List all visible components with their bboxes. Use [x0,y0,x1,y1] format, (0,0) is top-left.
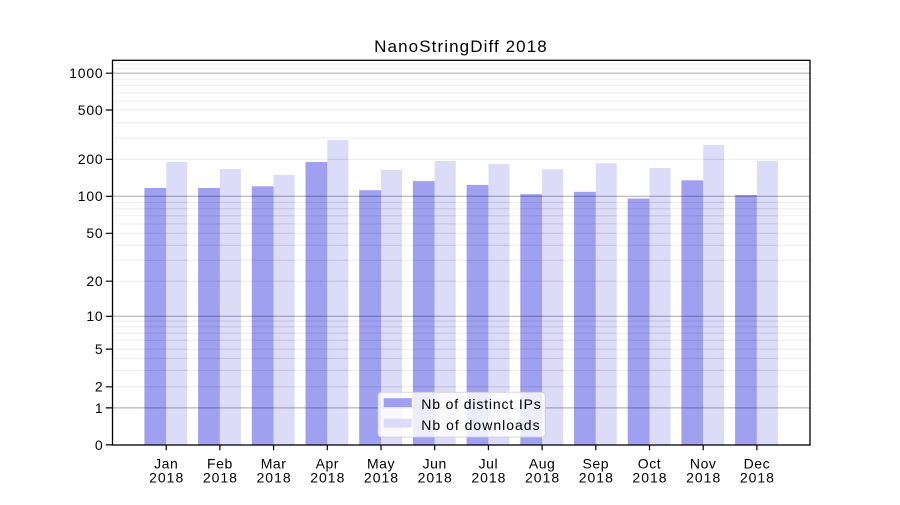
svg-text:May: May [367,456,395,472]
svg-text:2018: 2018 [579,469,614,485]
svg-text:2018: 2018 [632,469,667,485]
svg-text:Sep: Sep [583,456,610,472]
svg-text:Mar: Mar [261,456,287,472]
svg-text:2: 2 [95,379,104,395]
svg-text:NanoStringDiff 2018: NanoStringDiff 2018 [374,37,548,56]
svg-text:Jan: Jan [154,456,178,472]
svg-text:200: 200 [78,151,104,167]
svg-text:Feb: Feb [207,456,233,472]
svg-text:500: 500 [78,102,104,118]
svg-text:Aug: Aug [529,456,556,472]
svg-text:Apr: Apr [316,456,339,472]
svg-text:2018: 2018 [686,469,721,485]
svg-text:1000: 1000 [69,65,103,81]
svg-text:Oct: Oct [638,456,661,472]
svg-text:2018: 2018 [310,469,345,485]
svg-text:Jul: Jul [479,456,499,472]
svg-text:2018: 2018 [203,469,238,485]
svg-text:2018: 2018 [418,469,453,485]
svg-text:2018: 2018 [149,469,184,485]
svg-text:Nov: Nov [690,456,717,472]
svg-text:Dec: Dec [744,456,771,472]
svg-text:Nb of downloads: Nb of downloads [421,417,540,433]
svg-text:10: 10 [86,308,103,324]
svg-text:50: 50 [86,225,103,241]
svg-text:1: 1 [95,400,104,416]
svg-text:2018: 2018 [364,469,399,485]
svg-text:100: 100 [78,188,104,204]
svg-text:20: 20 [86,273,103,289]
svg-text:Jun: Jun [423,456,447,472]
svg-text:2018: 2018 [525,469,560,485]
svg-text:5: 5 [95,341,104,357]
svg-text:2018: 2018 [740,469,775,485]
svg-text:2018: 2018 [471,469,506,485]
svg-text:0: 0 [95,437,104,453]
svg-text:Nb of distinct IPs: Nb of distinct IPs [421,396,541,412]
svg-text:2018: 2018 [257,469,292,485]
